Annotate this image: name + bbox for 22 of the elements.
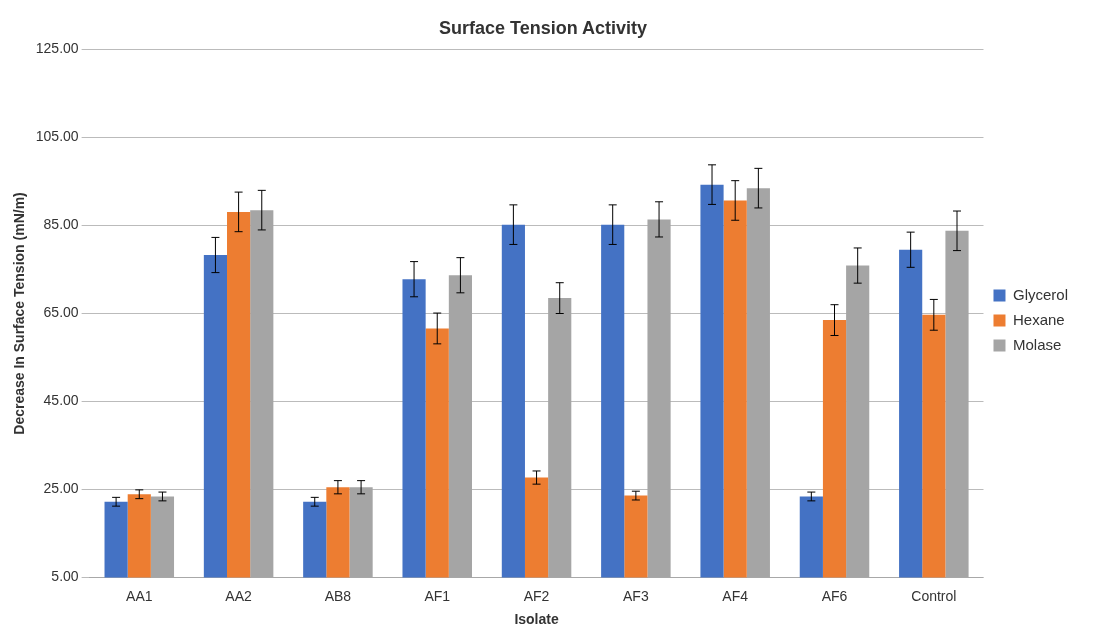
legend-label: Hexane bbox=[1012, 310, 1065, 328]
y-tick-label: 25.00 bbox=[43, 480, 79, 497]
x-tick-label: AF1 bbox=[424, 587, 451, 604]
x-tick-label: AF3 bbox=[623, 587, 649, 604]
legend-label: Glycerol bbox=[1012, 285, 1068, 303]
x-tick-label: AF6 bbox=[821, 587, 848, 604]
x-tick-label: AF2 bbox=[523, 587, 550, 604]
y-tick-label: 105.00 bbox=[35, 128, 79, 145]
x-tick-label: AF4 bbox=[722, 587, 749, 604]
x-tick-label: Control bbox=[911, 587, 957, 604]
y-tick-label: 5.00 bbox=[51, 568, 79, 585]
chart-title: Surface Tension Activity bbox=[438, 17, 648, 38]
legend-label: Molase bbox=[1012, 335, 1062, 353]
x-axis-title: Isolate bbox=[514, 611, 559, 628]
x-tick-label: AA1 bbox=[126, 587, 153, 604]
y-tick-label: 45.00 bbox=[43, 392, 79, 409]
y-tick-label: 125.00 bbox=[35, 40, 79, 57]
y-tick-label: 85.00 bbox=[43, 216, 79, 233]
y-tick-label: 65.00 bbox=[43, 304, 79, 321]
x-tick-label: AA2 bbox=[225, 587, 253, 604]
x-tick-label: AB8 bbox=[324, 587, 352, 604]
y-axis-title: Decrease In Surface Tension (mN/m) bbox=[11, 192, 28, 435]
